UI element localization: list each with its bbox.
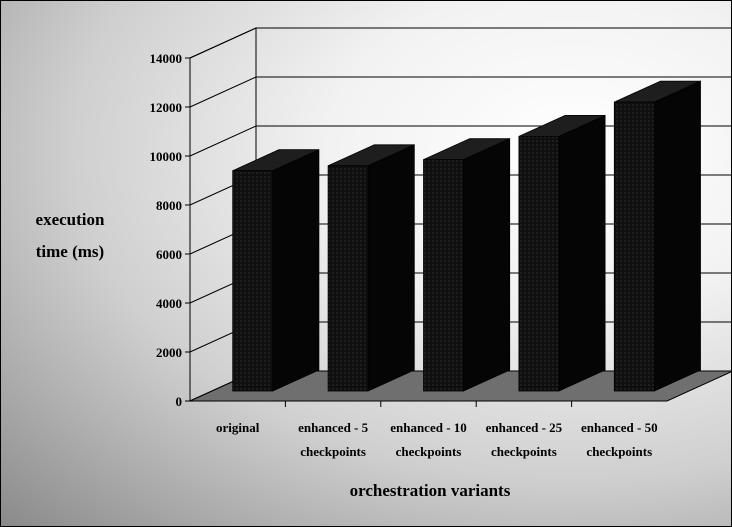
x-tick-label: enhanced - 5 [298,420,369,435]
bar-front [518,135,560,392]
bar [518,114,606,392]
bar-front [613,101,655,392]
x-tick-label: checkpoints [396,444,462,459]
bar-series [232,80,701,392]
x-tick-label: original [216,420,260,435]
bar [613,80,701,392]
x-tick-label: enhanced - 25 [486,420,563,435]
bar-front [327,165,369,392]
gridline [189,27,732,59]
y-axis-title-line1: execution [36,210,105,229]
bar-side [653,80,701,392]
bar-front [232,170,274,392]
bar-side [367,144,415,392]
bar-front [423,159,464,392]
y-tick-label: 0 [176,394,183,409]
y-tick-label: 6000 [156,247,182,262]
y-tick-label: 14000 [150,51,183,66]
y-axis: 0 2000 4000 6000 8000 10000 12000 14000 [150,51,190,409]
x-tick-label: checkpoints [300,444,366,459]
y-axis-title-line2: time (ms) [36,242,104,261]
y-tick-label: 10000 [150,149,183,164]
y-tick-label: 12000 [150,100,183,115]
y-tick-label: 4000 [156,296,182,311]
bar-side [463,138,511,392]
gridline [189,76,732,108]
x-tick-label: enhanced - 10 [390,420,467,435]
y-tick-label: 2000 [156,345,182,360]
bar [423,138,511,392]
bar [327,144,415,392]
bar [232,149,320,392]
bar-side [558,114,606,392]
bar-side [272,149,320,392]
x-tick-label: enhanced - 50 [581,420,658,435]
y-tick-label: 8000 [156,198,182,213]
x-axis: original enhanced - 5 checkpoints enhanced … [216,401,658,459]
x-axis-title: orchestration variants [350,481,511,500]
x-tick-label: checkpoints [491,444,557,459]
x-tick-label: checkpoints [586,444,652,459]
